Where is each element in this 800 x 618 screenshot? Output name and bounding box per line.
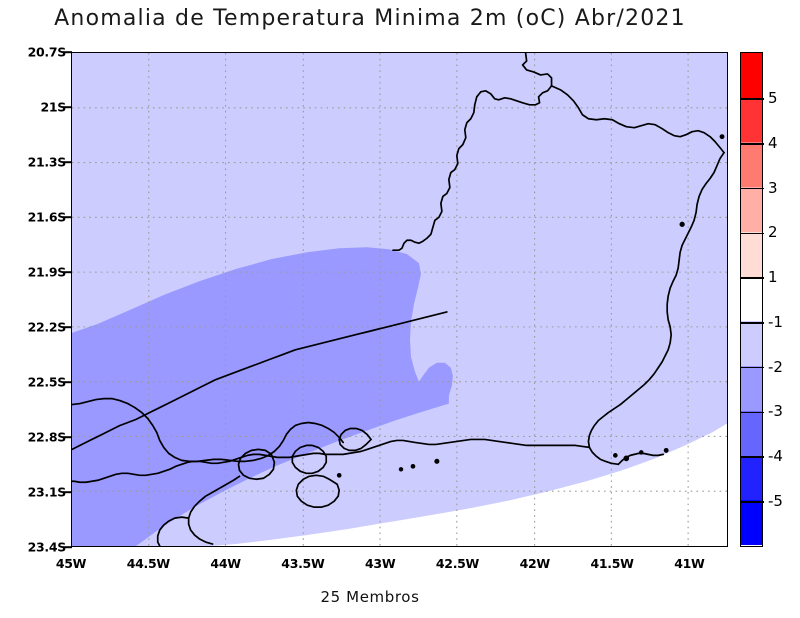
map-svg	[72, 53, 727, 546]
colorbar-separator	[741, 411, 764, 414]
colorbar-band[interactable]	[741, 410, 762, 456]
y-axis-label: 21.6S	[27, 209, 67, 225]
y-axis-tick	[63, 546, 72, 548]
colorbar-label: 3	[768, 178, 778, 197]
colorbar-label: -4	[768, 447, 783, 466]
colorbar-label: -1	[768, 312, 783, 331]
colorbar-band[interactable]	[741, 455, 762, 501]
x-axis-label: 43.5W	[281, 556, 325, 571]
y-axis-tick	[63, 436, 72, 438]
map-gridlines	[72, 53, 727, 546]
y-axis-label: 21S	[40, 99, 67, 115]
colorbar-band[interactable]	[741, 321, 762, 367]
colorbar-band[interactable]	[741, 142, 762, 188]
colorbar-separator	[741, 456, 764, 458]
x-axis-label: 42W	[519, 556, 551, 571]
y-axis-label: 21.3S	[27, 154, 67, 170]
colorbar-band[interactable]	[741, 500, 762, 546]
x-axis-label: 42.5W	[435, 556, 480, 571]
x-axis-label: 45W	[55, 556, 87, 571]
colorbar-separator	[741, 187, 764, 190]
y-axis-label: 20.7S	[27, 44, 67, 60]
y-axis-label: 22.5S	[27, 374, 67, 390]
y-axis-label: 21.9S	[27, 264, 67, 280]
colorbar-label: 2	[768, 223, 778, 242]
colorbar-label: -5	[768, 491, 783, 510]
colorbar-label: 1	[768, 268, 778, 287]
coastline-and-borders	[72, 53, 725, 546]
x-axis-label: 44.5W	[126, 556, 170, 571]
colorbar-separator	[741, 98, 764, 100]
y-axis-tick	[63, 216, 72, 218]
anomaly-band-neutral	[211, 423, 727, 546]
colorbar-separator	[741, 366, 764, 369]
x-axis-label: 44W	[210, 556, 241, 571]
colorbar-label: 5	[768, 89, 778, 108]
y-axis-tick	[63, 326, 72, 328]
x-axis-label: 43W	[365, 556, 396, 571]
page-title: Anomalia de Temperatura Minima 2m (oC) A…	[54, 6, 686, 31]
y-axis-label: 23.1S	[27, 484, 67, 500]
footer-note: 25 Membros	[320, 588, 420, 606]
colorbar-label: 4	[768, 133, 778, 152]
y-axis-tick	[63, 106, 72, 108]
y-axis-tick	[63, 161, 72, 163]
colorbar-band[interactable]	[741, 276, 762, 322]
x-axis-label: 41.5W	[590, 556, 634, 571]
y-axis-tick	[63, 491, 72, 493]
y-axis-tick	[63, 381, 72, 383]
colorbar-separator	[741, 501, 764, 503]
y-axis-tick	[63, 51, 72, 53]
colorbar-band[interactable]	[741, 97, 762, 143]
anomaly-lobe-west	[72, 332, 136, 546]
colorbar-band[interactable]	[741, 366, 762, 411]
colorbar-label: -3	[768, 402, 783, 421]
map-plot-area	[71, 52, 728, 547]
colorbar-separator	[741, 277, 764, 279]
colorbar-separator	[741, 232, 764, 235]
y-axis-label: 23.4S	[27, 539, 67, 555]
y-axis-label: 22.2S	[27, 319, 67, 335]
colorbar-separator	[741, 322, 764, 324]
colorbar-band[interactable]	[741, 53, 762, 98]
colorbar-band[interactable]	[741, 231, 762, 277]
colorbar[interactable]	[740, 52, 764, 547]
colorbar-band[interactable]	[741, 187, 762, 232]
colorbar-separator	[741, 143, 764, 145]
anomaly-band-minus2-minus3	[72, 247, 453, 546]
y-axis-tick	[63, 271, 72, 273]
y-axis-label: 22.8S	[27, 429, 67, 445]
x-axis-label: 41W	[674, 556, 705, 571]
colorbar-label: -2	[768, 357, 783, 376]
